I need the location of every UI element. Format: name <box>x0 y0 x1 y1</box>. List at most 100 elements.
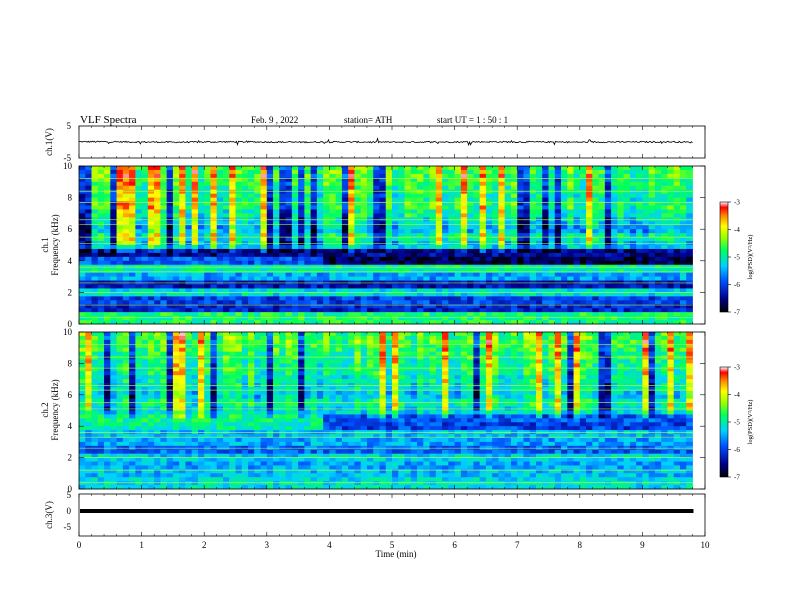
spectrogram-cell <box>172 332 180 337</box>
spectrogram-cell <box>573 312 581 317</box>
spectrogram-cell <box>579 189 587 195</box>
spectrogram-cell <box>304 185 312 191</box>
spectrogram-cell <box>179 355 186 360</box>
spectrogram-cell <box>216 312 224 317</box>
spectrogram-cell <box>260 312 268 317</box>
spectrogram-cell <box>147 233 155 238</box>
spectrogram-cell <box>172 205 180 210</box>
spectrogram-cell <box>104 335 111 341</box>
spectrogram-cell <box>642 343 650 349</box>
spectrogram-cell <box>460 185 468 191</box>
spectrogram-cell <box>254 276 261 281</box>
spectrogram-cell <box>398 213 405 218</box>
spectrogram-cell <box>279 205 286 210</box>
spectrogram-cell <box>579 351 587 356</box>
spectrogram-cell <box>329 312 337 317</box>
spectrogram-cell <box>323 185 330 191</box>
spectrogram-cell <box>586 177 593 183</box>
spectrogram-cell <box>285 268 293 274</box>
spectrogram-cell <box>185 359 193 364</box>
spectrogram-cell <box>366 284 374 289</box>
spectrogram-cell <box>110 316 117 321</box>
spectrogram-cell <box>454 351 462 356</box>
spectrogram-cell <box>379 201 387 206</box>
spectrogram-cell <box>417 225 424 230</box>
spectrogram-cell <box>216 185 224 191</box>
spectrogram-cell <box>122 308 130 313</box>
spectrogram-cell <box>266 359 274 364</box>
spectrogram-cell <box>110 201 117 206</box>
spectrogram-cell <box>454 209 462 214</box>
spectrogram-cell <box>554 288 562 293</box>
spectrogram-cell <box>686 245 693 250</box>
spectrogram-cell <box>617 209 625 214</box>
spectrogram-cell <box>154 292 161 297</box>
spectrogram-cell <box>517 237 524 242</box>
spectrogram-cell <box>135 351 142 356</box>
spectrogram-cell <box>241 221 249 226</box>
spectrogram-cell <box>298 169 305 175</box>
spectrogram-cell <box>473 245 481 250</box>
spectrogram-cell <box>535 288 543 293</box>
spectrogram-cell <box>285 308 293 313</box>
spectrogram-cell <box>116 359 124 364</box>
spectrogram-cell <box>122 197 130 202</box>
spectrogram-cell <box>248 316 255 321</box>
spectrogram-cell <box>479 339 487 345</box>
spectrogram-cell <box>404 276 412 281</box>
spectrogram-cell <box>91 300 99 305</box>
spectrogram-cell <box>554 225 562 230</box>
spectrogram-cell <box>316 181 324 187</box>
spectrogram-cell <box>273 197 280 202</box>
spectrogram-cell <box>592 252 599 258</box>
spectrogram-cell <box>348 304 355 309</box>
spectrogram-cell <box>204 312 211 317</box>
spectrogram-cell <box>598 268 606 274</box>
spectrogram-cell <box>561 308 568 313</box>
spectrogram-cell <box>429 205 437 210</box>
spectrogram-cell <box>642 166 650 171</box>
spectrogram-cell <box>122 260 130 266</box>
spectrogram-cell <box>373 169 380 175</box>
spectrogram-cell <box>467 284 474 289</box>
spectrogram-cell <box>354 209 362 214</box>
spectrogram-cell <box>291 351 299 356</box>
spectrogram-cell <box>329 189 337 195</box>
spectrogram-cell <box>147 316 155 321</box>
spectrogram-cell <box>154 237 161 242</box>
spectrogram-cell <box>366 300 374 305</box>
spectrogram-cell <box>573 181 581 187</box>
spectrogram-cell <box>485 181 493 187</box>
spectrogram-cell <box>191 335 199 341</box>
spectrogram-cell <box>210 347 218 353</box>
spectrogram-cell <box>260 201 268 206</box>
spectrogram-cell <box>204 245 211 250</box>
spectrogram-cell <box>85 189 92 195</box>
spectrogram-cell <box>304 169 312 175</box>
spectrogram-cell <box>116 268 124 274</box>
spectrogram-cell <box>316 205 324 210</box>
spectrogram-cell <box>341 347 349 353</box>
spectrogram-cell <box>254 225 261 230</box>
spectrogram-cell <box>323 252 330 258</box>
spectrogram-cell <box>392 245 399 250</box>
spectrogram-cell <box>229 355 236 360</box>
spectrogram-cell <box>473 276 481 281</box>
spectrogram-cell <box>335 304 343 309</box>
spectrogram-cell <box>185 343 193 349</box>
spectrogram-cell <box>116 193 124 198</box>
spectrogram-cell <box>561 169 568 175</box>
spectrogram-cell <box>429 252 437 258</box>
spectrogram-cell <box>535 193 543 198</box>
spectrogram-cell <box>341 185 349 191</box>
spectrogram-cell <box>529 166 537 171</box>
spectrogram-cell <box>366 233 374 238</box>
spectrogram-cell <box>191 233 199 238</box>
spectrogram-cell <box>667 304 675 309</box>
spectrogram-cell <box>254 335 261 341</box>
spectrogram-cell <box>110 339 117 345</box>
spectrogram-cell <box>135 252 142 258</box>
spectrogram-cell <box>304 177 312 183</box>
spectrogram-cell <box>629 256 637 262</box>
spectrogram-cell <box>91 166 99 171</box>
